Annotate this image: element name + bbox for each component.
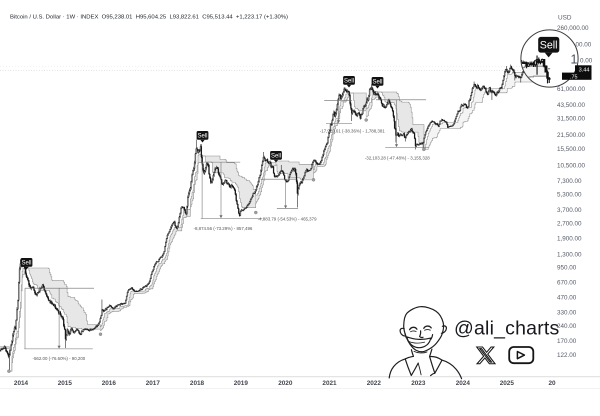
svg-text:3,700.00: 3,700.00	[557, 207, 582, 214]
svg-text:2019: 2019	[234, 380, 249, 387]
svg-text:240.00: 240.00	[557, 323, 577, 330]
svg-text:2022: 2022	[367, 380, 382, 387]
svg-text:2021: 2021	[322, 380, 337, 387]
svg-text:1,300.00: 1,300.00	[557, 251, 582, 258]
svg-text:2024: 2024	[456, 380, 471, 387]
svg-text:170.00: 170.00	[557, 338, 577, 345]
svg-text:2014: 2014	[14, 380, 29, 387]
svg-text:-17,920.61 (-38.36%) - 1,788,3: -17,920.61 (-38.36%) - 1,788,381	[320, 128, 385, 133]
svg-text:-562.00 (-76.60%) - 90,200: -562.00 (-76.60%) - 90,200	[33, 356, 86, 361]
svg-text:670.00: 670.00	[557, 280, 577, 287]
svg-text:00.00: 00.00	[576, 42, 592, 49]
svg-text:2018: 2018	[190, 380, 205, 387]
svg-text:2025: 2025	[500, 380, 515, 387]
svg-text:330.00: 330.00	[557, 310, 577, 317]
svg-text:21,500.00: 21,500.00	[557, 132, 586, 139]
svg-text:0.00: 0.00	[580, 57, 593, 64]
svg-text:7,300.00: 7,300.00	[557, 178, 582, 185]
svg-text:.75: .75	[570, 75, 578, 81]
svg-text:950.00: 950.00	[557, 265, 577, 272]
svg-text:-4,883.79 (-54.53%) - 465,379: -4,883.79 (-54.53%) - 465,379	[258, 217, 317, 222]
svg-text:USD: USD	[558, 15, 572, 22]
svg-text:31,500.00: 31,500.00	[557, 116, 586, 123]
svg-text:Sell: Sell	[372, 79, 382, 85]
svg-text:Sell: Sell	[21, 260, 31, 266]
svg-text:3.44: 3.44	[579, 68, 590, 74]
svg-text:15,500.00: 15,500.00	[557, 146, 586, 153]
svg-text:2016: 2016	[102, 380, 117, 387]
svg-text:-8,874.56 (-73.29%) - 857,496: -8,874.56 (-73.29%) - 857,496	[194, 226, 253, 231]
svg-text:2017: 2017	[146, 380, 161, 387]
svg-text:2023: 2023	[411, 380, 426, 387]
svg-text:@ali_charts: @ali_charts	[454, 318, 560, 340]
svg-text:Sell: Sell	[271, 153, 281, 159]
svg-text:1,900.00: 1,900.00	[557, 235, 582, 242]
svg-text:470.00: 470.00	[557, 295, 577, 302]
svg-text:1: 1	[571, 53, 578, 67]
svg-text:20: 20	[548, 380, 556, 387]
svg-text:2,700.00: 2,700.00	[557, 220, 582, 227]
svg-text:Bitcoin / U.S. Dollar · 1W · I: Bitcoin / U.S. Dollar · 1W · INDEX O95,2…	[10, 15, 288, 21]
svg-text:5,300.00: 5,300.00	[557, 192, 582, 199]
svg-text:Sell: Sell	[197, 133, 207, 139]
svg-text:10,500.00: 10,500.00	[557, 163, 586, 170]
svg-text:-32,103.28 (-47.48%) - 3,155,3: -32,103.28 (-47.48%) - 3,155,328	[365, 156, 430, 161]
svg-text:2020: 2020	[278, 380, 293, 387]
svg-text:2015: 2015	[58, 380, 73, 387]
svg-text:260,000.00: 260,000.00	[557, 25, 589, 32]
svg-text:61,000.00: 61,000.00	[557, 86, 586, 93]
svg-text:43,500.00: 43,500.00	[557, 102, 586, 109]
svg-text:Sell: Sell	[344, 78, 354, 84]
svg-text:122.00: 122.00	[557, 352, 577, 359]
